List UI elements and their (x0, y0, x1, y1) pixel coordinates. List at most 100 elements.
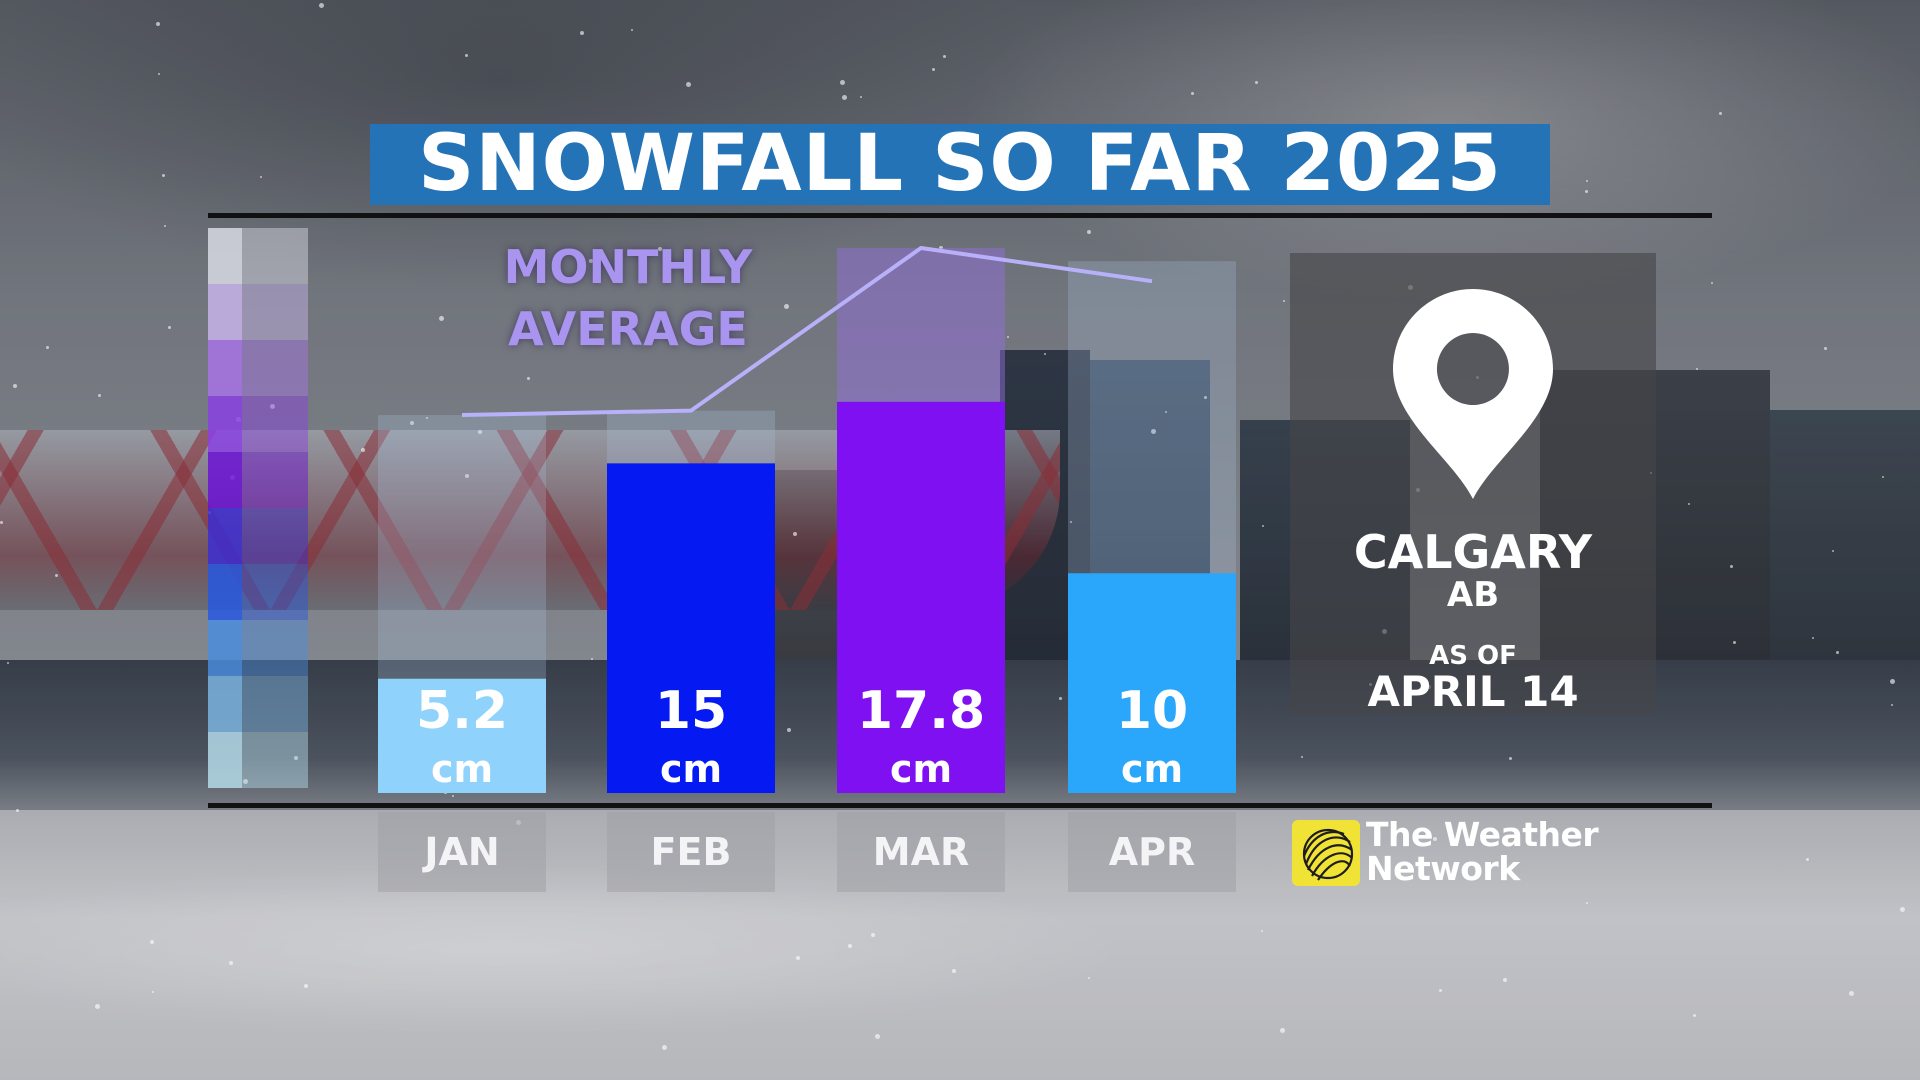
snowflake (860, 96, 862, 98)
snowflake (1890, 679, 1895, 684)
snowfall-color-scale (208, 228, 308, 788)
scale-segment (208, 508, 308, 564)
snowflake (1280, 1028, 1285, 1033)
snowflake (1255, 81, 1258, 84)
snowflake (1693, 1014, 1696, 1017)
snowflake (452, 795, 454, 797)
snowflake (527, 377, 530, 380)
snowflake (1900, 907, 1905, 912)
monthly-average-legend: MONTHLY AVERAGE (488, 236, 768, 360)
snowflake (410, 421, 414, 425)
snowflake (1730, 565, 1733, 568)
snowflake (1733, 641, 1736, 644)
snowflake (150, 940, 154, 944)
value-label-mar: 17.8 (857, 681, 985, 741)
month-label-mar: MAR (837, 812, 1005, 892)
snowflake (589, 259, 593, 263)
snowflake (1283, 300, 1285, 302)
unit-label-feb: cm (660, 747, 722, 791)
snowflake (842, 95, 847, 100)
snowflake (426, 417, 428, 419)
as-of-date: APRIL 14 (1367, 667, 1579, 716)
legend-line-1: MONTHLY (503, 240, 753, 294)
snowflake (95, 1004, 100, 1009)
weather-network-wordmark: The Weather Network (1366, 815, 1599, 888)
weather-network-logo: The Weather Network (1292, 818, 1612, 890)
bar-feb (607, 463, 775, 793)
snowflake (319, 3, 324, 8)
snowflake (871, 933, 875, 937)
snowflake (1849, 991, 1854, 996)
unit-label-apr: cm (1121, 747, 1183, 791)
snowflake (848, 944, 852, 948)
snowflake (168, 326, 171, 329)
bar-jan (378, 678, 546, 793)
snowflake (1509, 757, 1512, 760)
value-label-jan: 5.2 (416, 681, 508, 741)
unit-label-jan: cm (431, 747, 493, 791)
snowflake (7, 662, 9, 664)
snowflake (0, 521, 3, 524)
snowflake (952, 969, 956, 973)
snowflake (1836, 651, 1839, 654)
snowflake (932, 68, 935, 71)
category-label: JAN (424, 830, 500, 874)
scale-segment (208, 564, 308, 620)
snowflake (631, 29, 633, 31)
snowflake (1586, 180, 1588, 182)
snowflake (55, 574, 58, 577)
snowflake (164, 225, 166, 227)
snowflake (1191, 92, 1194, 95)
snowflake (1882, 476, 1884, 478)
chart-title: SNOWFALL SO FAR 2025 (418, 119, 1502, 209)
weather-network-logo-icon (1292, 820, 1360, 886)
snowflake (1261, 930, 1263, 932)
snowflake (1204, 396, 1207, 399)
as-of-label: AS OF (1429, 641, 1517, 671)
brand-line-1: The Weather (1366, 815, 1599, 854)
snowflake (1007, 336, 1009, 338)
snowflake (1059, 697, 1062, 700)
snowflake (1824, 347, 1827, 350)
snowflake (943, 55, 946, 58)
snowflake (439, 316, 444, 321)
snowflake (1087, 230, 1091, 234)
bar-apr (1068, 573, 1236, 793)
month-label-feb: FEB (607, 812, 775, 892)
scale-segment (208, 732, 308, 788)
month-label-jan: JAN (378, 812, 546, 892)
brand-line-2: Network (1366, 849, 1520, 888)
legend-line-2: AVERAGE (508, 302, 748, 356)
category-label: MAR (872, 830, 970, 874)
snowflake (658, 247, 662, 251)
snowflake (156, 22, 160, 26)
unit-label-mar: cm (890, 747, 952, 791)
snowflake (875, 1034, 880, 1039)
title-banner: SNOWFALL SO FAR 2025 (370, 124, 1550, 205)
snowflake (98, 394, 101, 397)
map-pin-icon (1393, 289, 1553, 499)
scale-segment (208, 228, 308, 284)
snowflake (787, 728, 791, 732)
snowflake (243, 779, 248, 784)
scale-segment (208, 340, 308, 396)
snowflake (1696, 368, 1698, 370)
snowflake (1585, 190, 1588, 193)
snowflake (229, 961, 233, 965)
snowflake (1439, 989, 1442, 992)
snowflake (1301, 756, 1303, 758)
snowflake (260, 176, 262, 178)
snowflake (784, 304, 789, 309)
baseline-rule (208, 803, 1712, 808)
snowflake (465, 474, 469, 478)
snowflake (662, 1045, 667, 1050)
snowflake (16, 809, 19, 812)
month-label-apr: APR (1068, 812, 1236, 892)
snowflake (686, 82, 691, 87)
snowflake (1165, 411, 1167, 413)
snowflake (1711, 282, 1713, 284)
snowflake (1088, 977, 1090, 979)
snowflake (1719, 112, 1722, 115)
snowflake (162, 174, 165, 177)
snowflake (13, 384, 17, 388)
